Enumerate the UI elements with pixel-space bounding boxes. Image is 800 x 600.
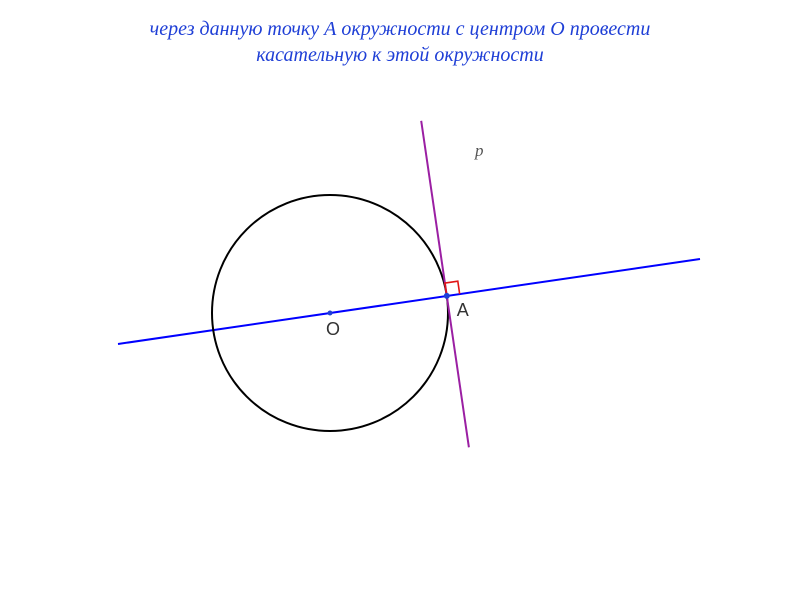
diagram-svg: O Ap bbox=[0, 68, 800, 568]
point-a-label: A bbox=[457, 300, 469, 320]
title-line-2: касательную к этой окружности bbox=[256, 44, 543, 66]
radius-line bbox=[118, 259, 700, 344]
title-line-1: через данную точку А окружности с центро… bbox=[150, 18, 651, 40]
problem-title: через данную точку А окружности с центро… bbox=[0, 0, 800, 68]
tangent-label: p bbox=[474, 141, 484, 160]
geometry-diagram: O Ap bbox=[0, 68, 800, 568]
center-label: O bbox=[326, 319, 340, 339]
point-a bbox=[444, 293, 450, 299]
center-point bbox=[328, 311, 333, 316]
